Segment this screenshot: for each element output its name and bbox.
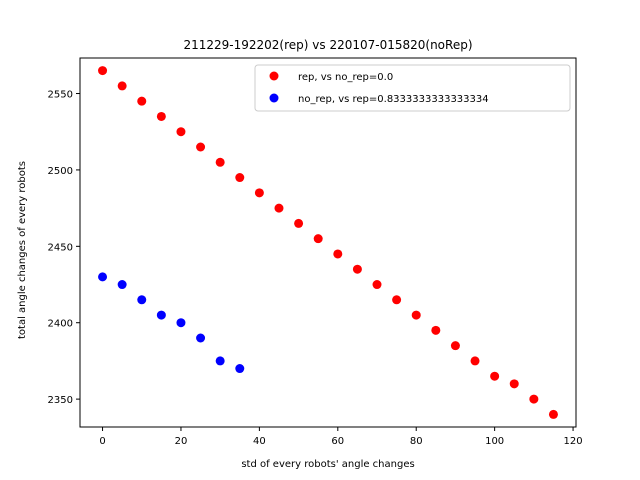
data-point-series-1 — [98, 66, 108, 76]
legend-box — [254, 64, 571, 112]
x-tick-label: 0 — [99, 436, 105, 447]
data-point-series-1 — [215, 157, 225, 167]
x-tick-label: 120 — [564, 436, 583, 447]
data-point-series-1 — [274, 203, 284, 213]
data-point-series-1 — [254, 188, 264, 198]
x-tick-label: 60 — [331, 436, 344, 447]
data-point-series-1 — [294, 218, 304, 228]
x-axis-ticks: 0 20 40 60 80 100 120 — [99, 427, 583, 447]
data-point-series-2 — [215, 356, 225, 366]
legend-entry-label: no_rep, vs rep=0.8333333333333334 — [298, 94, 489, 105]
data-point-series-1 — [117, 81, 127, 91]
x-tick-label: 80 — [410, 436, 423, 447]
data-point-series-1 — [313, 234, 323, 244]
data-point-series-1 — [333, 249, 343, 259]
data-point-series-2 — [137, 295, 147, 305]
data-point-series-1 — [137, 96, 147, 106]
data-point-series-1 — [392, 295, 402, 305]
x-tick-label: 40 — [253, 436, 266, 447]
legend-marker — [269, 71, 279, 81]
legend: rep, vs no_rep=0.0 no_rep, vs rep=0.83333… — [254, 64, 571, 112]
data-point-series-2 — [196, 333, 206, 343]
y-tick-label: 2450 — [48, 242, 73, 253]
data-point-series-1 — [509, 379, 519, 389]
data-point-series-1 — [470, 356, 480, 366]
data-point-series-2 — [117, 280, 127, 290]
x-axis-label: std of every robots' angle changes — [241, 459, 414, 470]
data-point-series-2 — [156, 310, 166, 320]
legend-entry-label: rep, vs no_rep=0.0 — [298, 72, 393, 83]
y-tick-label: 2400 — [48, 319, 73, 330]
points-layer — [98, 66, 558, 419]
data-point-series-1 — [548, 409, 558, 419]
x-tick-label: 20 — [175, 436, 188, 447]
legend-marker — [269, 93, 279, 103]
data-point-series-2 — [235, 364, 245, 374]
y-axis-ticks: 2350 2400 2450 2500 2550 — [48, 90, 80, 406]
data-point-series-1 — [431, 325, 441, 335]
y-tick-label: 2350 — [48, 395, 73, 406]
data-point-series-1 — [529, 394, 539, 404]
data-point-series-1 — [235, 173, 245, 183]
y-tick-label: 2550 — [48, 90, 73, 101]
data-point-series-2 — [98, 272, 108, 282]
x-tick-label: 100 — [485, 436, 504, 447]
chart-title: 211229-192202(rep) vs 220107-015820(noRe… — [183, 38, 472, 52]
y-tick-label: 2500 — [48, 166, 73, 177]
data-point-series-2 — [176, 318, 186, 328]
data-point-series-1 — [352, 264, 362, 274]
plot-frame — [79, 57, 577, 428]
data-point-series-1 — [372, 280, 382, 290]
data-point-series-1 — [411, 310, 421, 320]
data-point-series-1 — [490, 371, 500, 381]
data-point-series-1 — [196, 142, 206, 152]
data-point-series-1 — [176, 127, 186, 137]
y-axis-label: total angle changes of every robots — [17, 161, 28, 339]
data-point-series-1 — [156, 111, 166, 121]
data-point-series-1 — [450, 341, 460, 351]
